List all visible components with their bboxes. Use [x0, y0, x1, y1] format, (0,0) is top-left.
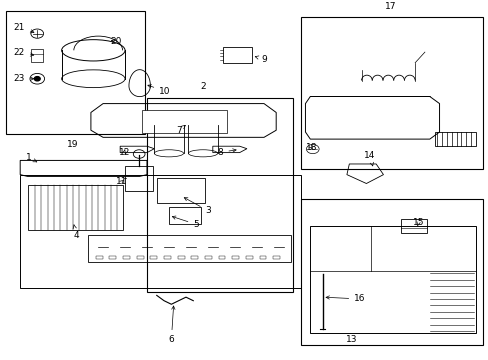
Bar: [109, 256, 116, 259]
Text: 7: 7: [176, 125, 185, 135]
Bar: [168, 207, 200, 224]
Text: 3: 3: [184, 198, 211, 215]
Bar: [300, 199, 483, 345]
Bar: [123, 256, 130, 259]
Bar: [88, 235, 290, 262]
Bar: [150, 256, 157, 259]
Text: 4: 4: [73, 225, 79, 239]
Bar: [222, 47, 251, 63]
Text: 12: 12: [118, 148, 130, 157]
Bar: [142, 110, 227, 133]
Text: 17: 17: [384, 2, 396, 11]
Bar: [204, 256, 211, 259]
Bar: [157, 178, 205, 203]
Bar: [147, 98, 293, 292]
Text: 22: 22: [14, 48, 34, 57]
Bar: [232, 256, 239, 259]
Text: 19: 19: [67, 140, 79, 149]
Text: 9: 9: [255, 55, 267, 64]
Text: 16: 16: [325, 294, 365, 303]
Text: 10: 10: [147, 85, 170, 96]
Bar: [218, 256, 225, 259]
Text: 8: 8: [217, 148, 236, 157]
Bar: [5, 11, 144, 134]
Text: 2: 2: [200, 82, 205, 91]
Bar: [163, 256, 170, 259]
Bar: [137, 256, 143, 259]
Bar: [273, 256, 280, 259]
Bar: [245, 256, 252, 259]
Text: 20: 20: [110, 37, 122, 46]
Text: 5: 5: [172, 216, 199, 229]
Bar: [310, 226, 475, 333]
Bar: [177, 256, 184, 259]
Text: 23: 23: [14, 74, 34, 83]
Text: 14: 14: [363, 150, 375, 166]
Circle shape: [34, 77, 40, 81]
Text: 13: 13: [346, 336, 357, 345]
Bar: [259, 256, 266, 259]
Text: 21: 21: [14, 23, 34, 33]
Bar: [300, 17, 483, 169]
Bar: [125, 166, 153, 190]
Text: 18: 18: [305, 144, 317, 153]
Bar: [400, 219, 427, 233]
Bar: [434, 132, 475, 146]
Bar: [191, 256, 198, 259]
Text: 1: 1: [25, 153, 37, 162]
Bar: [31, 49, 43, 62]
Bar: [27, 185, 122, 230]
Text: 11: 11: [116, 177, 127, 186]
Bar: [96, 256, 102, 259]
Text: 15: 15: [412, 218, 424, 227]
Text: 6: 6: [168, 306, 175, 344]
